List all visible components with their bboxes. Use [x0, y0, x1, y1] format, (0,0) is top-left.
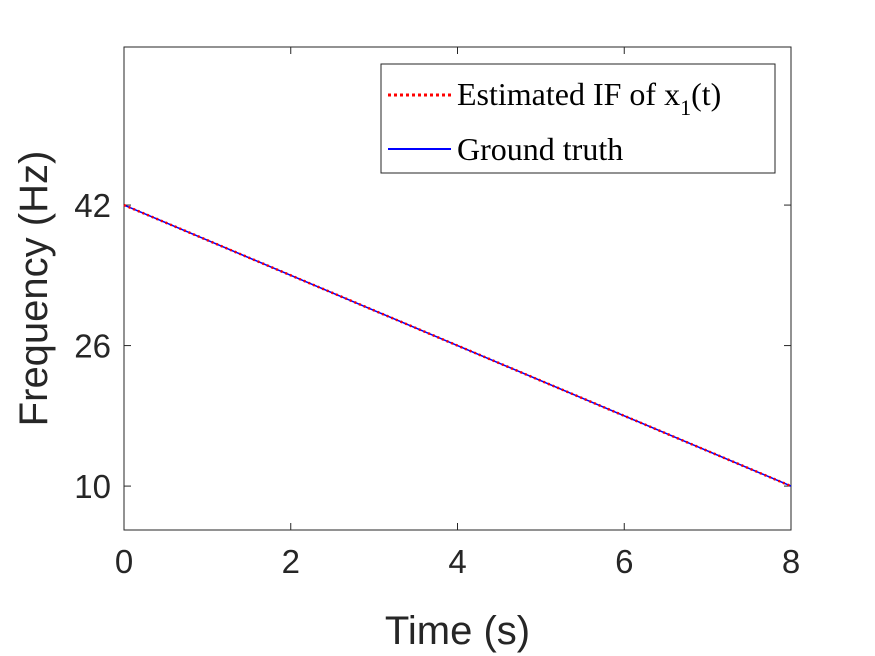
x-tick-label: 8	[782, 543, 800, 580]
x-axis-label: Time (s)	[385, 609, 530, 653]
axis-ticks	[123, 47, 792, 530]
y-tick-label: 26	[74, 328, 111, 365]
x-tick-label: 0	[115, 543, 133, 580]
legend: Estimated IF of x1(t) Ground truth	[380, 63, 776, 174]
y-tick-label: 42	[74, 187, 111, 224]
series-line-estimated	[123, 203, 792, 488]
series-layer	[123, 203, 792, 488]
legend-box	[380, 63, 776, 174]
x-tick-label: 4	[448, 543, 466, 580]
x-tick-label: 2	[282, 543, 300, 580]
legend-label-estimated: Estimated IF of x1(t)	[457, 76, 721, 120]
x-tick-label: 6	[615, 543, 633, 580]
y-tick-label: 10	[74, 468, 111, 505]
axis-tick-labels: 0 2 4 6 8 10 26 42	[74, 187, 800, 580]
y-axis-label: Frequency (Hz)	[12, 151, 56, 427]
legend-label-ground-truth: Ground truth	[457, 131, 623, 167]
